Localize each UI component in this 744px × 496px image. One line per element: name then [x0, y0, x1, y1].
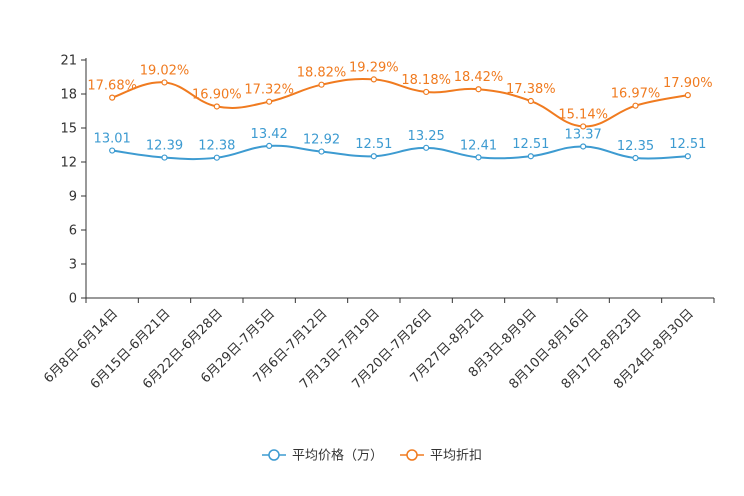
- data-point[interactable]: [318, 81, 325, 88]
- legend[interactable]: 平均价格（万） 平均折扣: [262, 448, 482, 464]
- data-label: 18.42%: [454, 70, 504, 85]
- series-line: [111, 77, 689, 128]
- data-point[interactable]: [632, 154, 639, 162]
- data-label: 13.42: [251, 127, 288, 142]
- data-label: 18.82%: [297, 66, 347, 81]
- data-point[interactable]: [423, 144, 430, 151]
- data-point[interactable]: [475, 154, 482, 161]
- legend-marker-icon: [268, 449, 280, 461]
- data-label: 12.51: [669, 137, 706, 152]
- legend-item-1[interactable]: 平均价格（万）: [262, 448, 383, 464]
- data-point[interactable]: [109, 94, 116, 101]
- data-point[interactable]: [527, 153, 534, 160]
- data-label: 17.32%: [244, 83, 294, 98]
- y-tick-label: 9: [69, 190, 77, 205]
- series-line: [112, 144, 688, 161]
- data-point[interactable]: [423, 88, 430, 96]
- data-point[interactable]: [266, 142, 273, 150]
- data-point[interactable]: [370, 76, 377, 83]
- data-label: 12.92: [303, 133, 340, 148]
- data-label: 13.25: [408, 129, 445, 144]
- data-point[interactable]: [684, 153, 691, 160]
- data-label: 12.41: [460, 138, 497, 153]
- y-tick-label: 3: [69, 258, 77, 273]
- data-label: 17.68%: [87, 79, 137, 94]
- data-point[interactable]: [527, 97, 534, 105]
- y-tick-label: 15: [60, 122, 77, 137]
- data-point[interactable]: [580, 143, 587, 150]
- data-point[interactable]: [318, 148, 325, 155]
- series-2: 17.68%19.02%16.90% 17.32%18.82% 19.29%18.1…: [87, 60, 713, 130]
- data-point[interactable]: [213, 154, 220, 161]
- y-axis-ticks: 0 3 6 9 12 15 18 21: [60, 54, 86, 307]
- data-point[interactable]: [161, 79, 168, 86]
- data-label: 13.01: [94, 132, 131, 147]
- data-label: 12.38: [198, 139, 235, 154]
- data-label: 17.90%: [663, 76, 713, 91]
- legend-label: 平均折扣: [430, 449, 482, 464]
- y-tick-label: 0: [69, 292, 77, 307]
- data-point[interactable]: [632, 102, 639, 109]
- legend-item-2[interactable]: 平均折扣: [400, 449, 482, 464]
- data-label: 12.51: [512, 137, 549, 152]
- series-layer: 13.01 12.39 12.38 13.42 12.92 12.51 13.25 12.41…: [87, 60, 713, 162]
- data-label: 19.02%: [140, 63, 190, 78]
- legend-marker-icon: [406, 449, 418, 461]
- data-label: 19.29%: [349, 60, 399, 75]
- y-tick-label: 12: [60, 156, 77, 171]
- y-tick-label: 6: [69, 224, 77, 239]
- x-axis-ticks: 6月8日-6月14日6月15日-6月21日6月22日-6月28日6月29日-7月…: [41, 298, 715, 392]
- data-label: 16.90%: [192, 87, 242, 102]
- data-label: 12.39: [146, 139, 183, 154]
- y-tick-label: 21: [60, 54, 77, 69]
- data-point[interactable]: [580, 123, 587, 130]
- data-point[interactable]: [370, 153, 377, 160]
- data-point[interactable]: [213, 103, 220, 110]
- data-label: 13.37: [565, 127, 602, 142]
- data-label: 17.38%: [506, 82, 556, 97]
- data-label: 15.14%: [558, 107, 608, 122]
- legend-label: 平均价格（万）: [292, 448, 383, 464]
- data-point[interactable]: [684, 92, 691, 99]
- data-point[interactable]: [475, 86, 482, 93]
- y-tick-label: 18: [60, 88, 77, 103]
- data-point[interactable]: [161, 154, 168, 161]
- data-label: 18.18%: [401, 73, 451, 88]
- data-point[interactable]: [266, 98, 273, 105]
- data-label: 12.51: [355, 137, 392, 152]
- data-point[interactable]: [109, 147, 116, 154]
- series-1: 13.01 12.39 12.38 13.42 12.92 12.51 13.25 12.41…: [94, 127, 706, 162]
- data-label: 12.35: [617, 139, 654, 154]
- data-label: 16.97%: [611, 87, 661, 102]
